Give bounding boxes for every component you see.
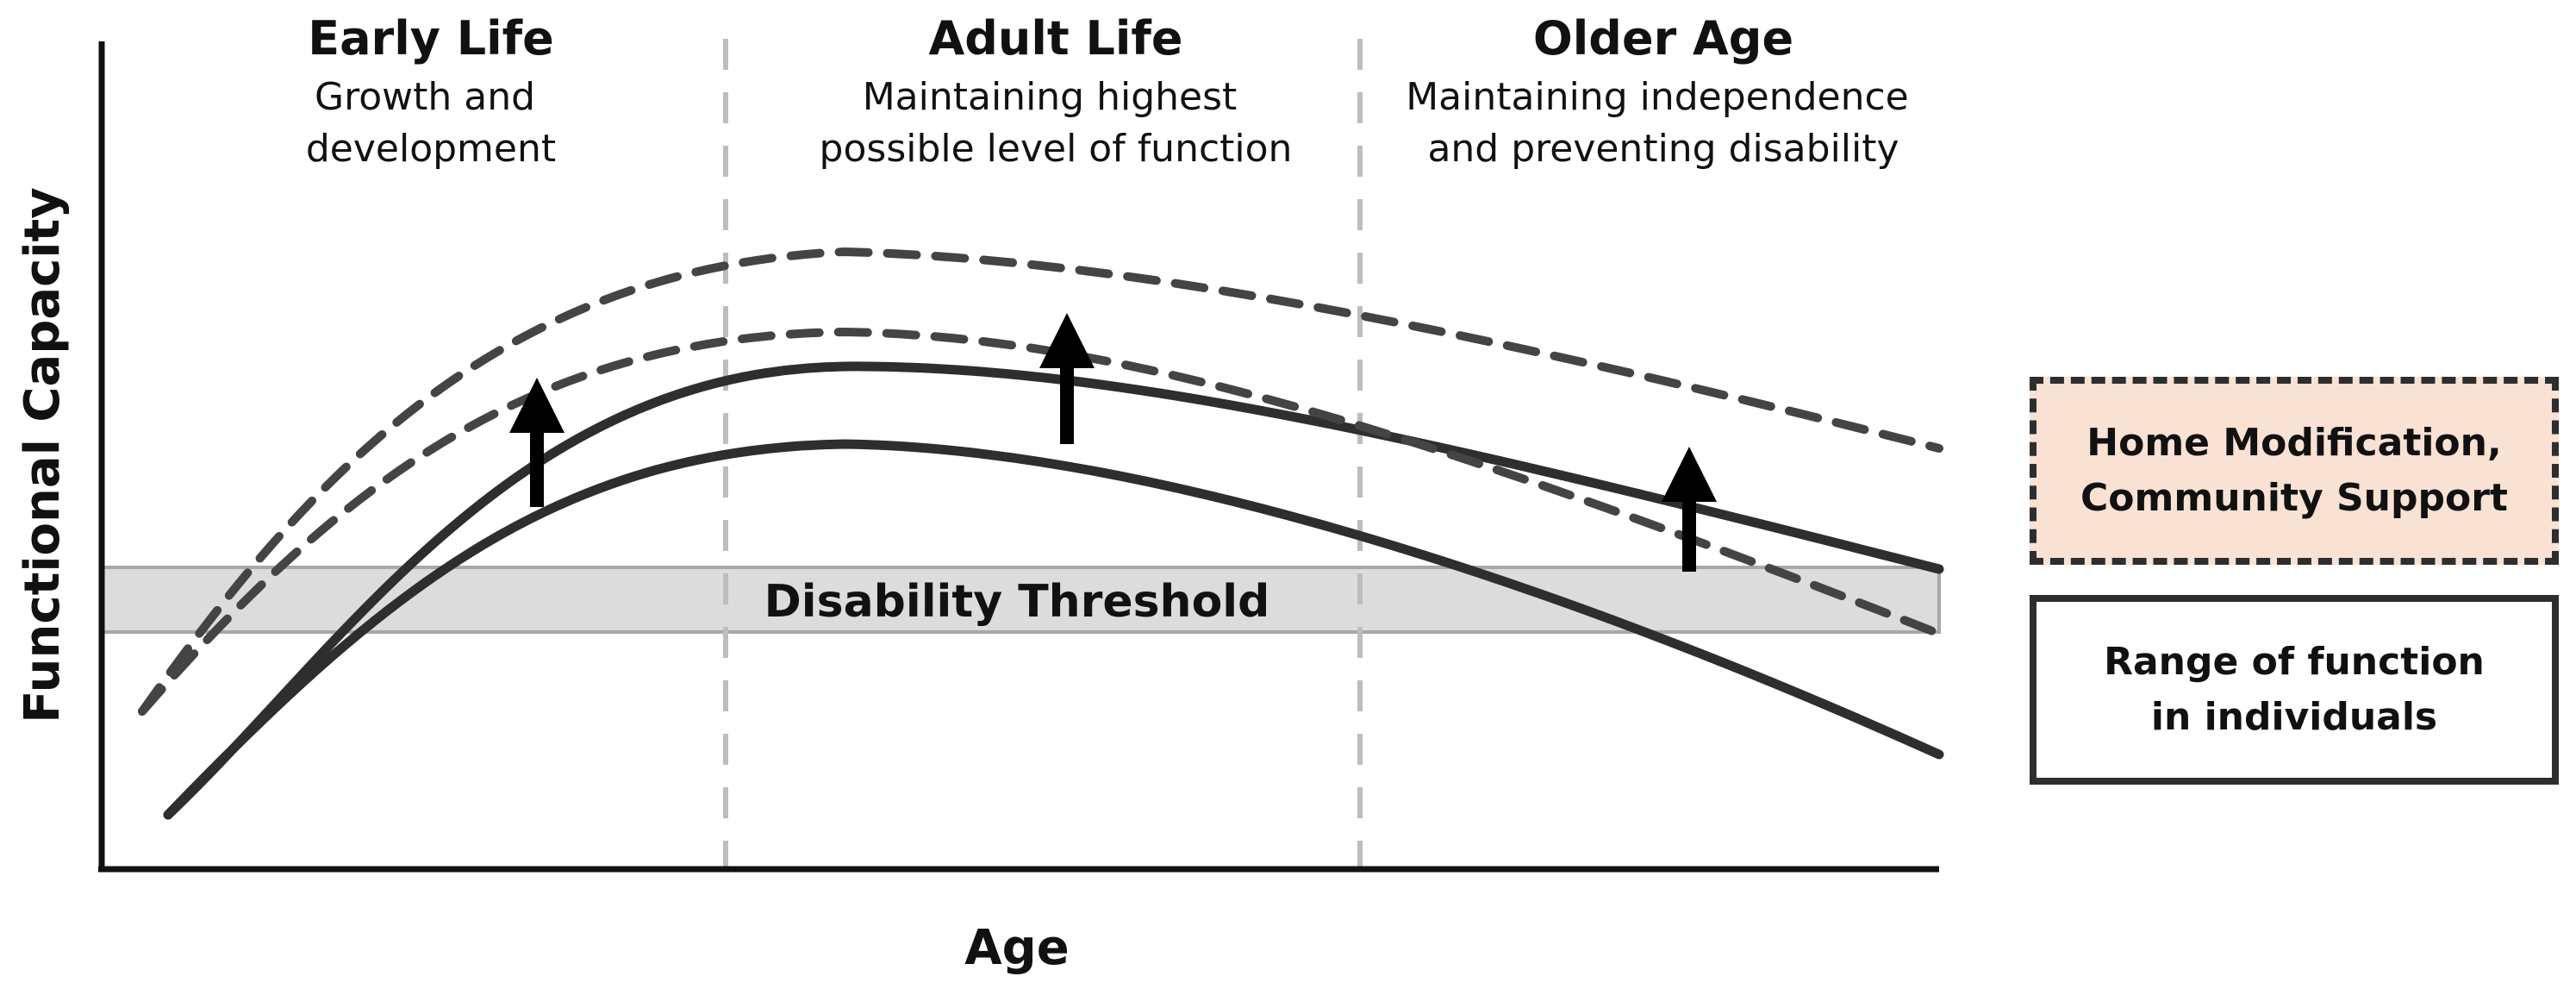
range-lower-curve (163, 439, 1944, 820)
disability-threshold-label: Disability Threshold (764, 576, 1270, 628)
legend-range-of-function: Range of function in individuals (2030, 595, 2559, 785)
legend-range-line-1: Range of function (2104, 640, 2485, 685)
legend-range-line-2: in individuals (2150, 695, 2438, 739)
phase-description-older-age: Maintaining independence and preventing … (1406, 75, 1921, 171)
legend-intervention: Home Modification, Community Support (2030, 377, 2559, 565)
intervention-lower-curve (138, 327, 1943, 716)
phase-description-adult-life: Maintaining highest possible level of fu… (820, 75, 1293, 171)
legend-intervention-line-2: Community Support (2080, 476, 2508, 520)
legend-intervention-line-1: Home Modification, (2086, 421, 2502, 466)
phase-title-adult-life: Adult Life (928, 11, 1182, 66)
phase-description-early-life: Growth and development (306, 75, 556, 171)
intervention-upper-curve (138, 247, 1943, 716)
y-axis-label: Functional Capacity (15, 187, 71, 723)
phase-title-early-life: Early Life (308, 11, 554, 66)
range-upper-curve (163, 361, 1944, 820)
x-axis-label: Age (964, 920, 1069, 976)
phase-title-older-age: Older Age (1533, 11, 1793, 66)
